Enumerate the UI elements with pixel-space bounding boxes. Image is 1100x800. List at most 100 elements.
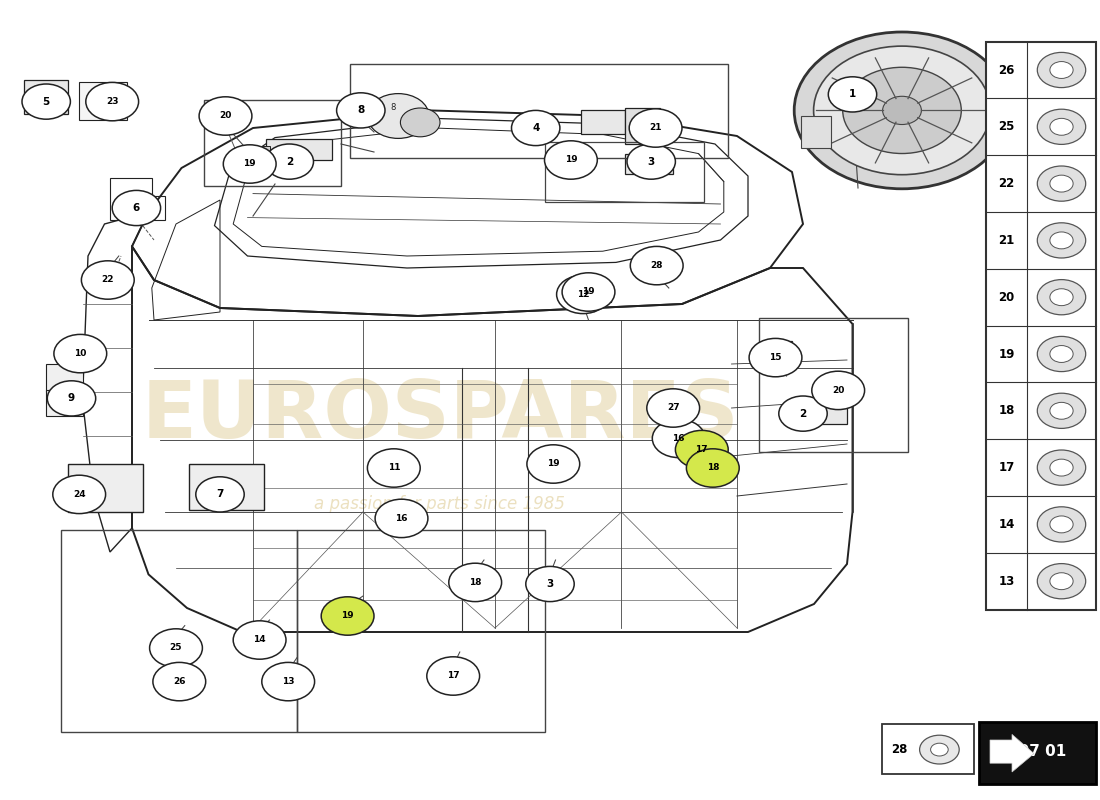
Circle shape [1049,516,1074,533]
Text: 13: 13 [999,574,1014,588]
Circle shape [794,32,1010,189]
Text: 26: 26 [999,63,1014,77]
Circle shape [675,430,728,469]
Circle shape [199,97,252,135]
Text: 1: 1 [849,90,856,99]
Circle shape [1049,232,1074,249]
FancyBboxPatch shape [792,402,847,424]
Circle shape [367,94,429,138]
Text: 6: 6 [133,203,140,213]
Text: 18: 18 [999,404,1014,418]
Circle shape [931,743,948,756]
Circle shape [1037,280,1086,315]
Circle shape [1037,166,1086,202]
Circle shape [843,67,961,154]
Text: 11: 11 [387,463,400,473]
Circle shape [160,636,192,660]
Circle shape [686,449,739,487]
Text: 18: 18 [469,578,482,587]
Text: EUROSPARES: EUROSPARES [141,377,739,455]
Text: 2: 2 [800,409,806,418]
Circle shape [544,141,597,179]
Text: 7: 7 [217,490,223,499]
Circle shape [652,419,705,458]
Text: 15: 15 [769,353,782,362]
Circle shape [1037,393,1086,429]
Text: 8: 8 [358,106,364,115]
Text: a passion for parts since 1985: a passion for parts since 1985 [315,495,565,513]
Text: 28: 28 [892,743,907,756]
Circle shape [427,657,480,695]
FancyBboxPatch shape [882,724,974,774]
Circle shape [779,396,827,431]
Circle shape [337,93,385,128]
Circle shape [400,108,440,137]
FancyBboxPatch shape [189,464,264,510]
Circle shape [1049,459,1074,476]
FancyBboxPatch shape [24,80,68,114]
Circle shape [512,110,560,146]
Text: 8: 8 [390,103,395,113]
Circle shape [749,338,802,377]
Text: 9: 9 [68,394,75,403]
Text: 5: 5 [43,97,50,106]
Text: 23: 23 [106,97,119,106]
Text: 14: 14 [999,518,1014,531]
Circle shape [266,666,310,698]
Circle shape [22,84,70,119]
Circle shape [828,77,877,112]
Text: 24: 24 [73,490,86,499]
Text: 17: 17 [695,445,708,454]
Circle shape [1037,223,1086,258]
Circle shape [196,477,244,512]
FancyBboxPatch shape [801,116,830,148]
Text: 19: 19 [243,159,256,169]
Circle shape [527,445,580,483]
FancyBboxPatch shape [570,284,611,302]
Circle shape [54,334,107,373]
FancyBboxPatch shape [979,722,1096,784]
Circle shape [1049,289,1074,306]
Circle shape [1049,118,1074,135]
Circle shape [1037,109,1086,145]
Circle shape [647,389,700,427]
Text: 20: 20 [832,386,845,395]
Circle shape [265,144,313,179]
FancyBboxPatch shape [986,42,1096,610]
FancyBboxPatch shape [258,146,270,154]
Text: 17: 17 [999,461,1014,474]
Polygon shape [990,734,1034,772]
Text: 2: 2 [286,157,293,166]
Circle shape [1049,62,1074,78]
Circle shape [920,735,959,764]
Circle shape [233,621,286,659]
Circle shape [86,82,139,121]
Text: 12: 12 [576,290,590,299]
Circle shape [449,563,502,602]
Text: 21: 21 [999,234,1014,247]
Circle shape [1049,175,1074,192]
Text: 19: 19 [999,347,1014,361]
Text: 18: 18 [706,463,719,473]
Text: 19: 19 [564,155,578,165]
Circle shape [526,566,574,602]
Text: 3: 3 [547,579,553,589]
Circle shape [112,190,161,226]
FancyBboxPatch shape [767,341,792,366]
Text: 13: 13 [282,677,295,686]
Circle shape [1049,346,1074,362]
Text: 4: 4 [532,123,539,133]
Text: 26: 26 [173,677,186,686]
Circle shape [557,275,609,314]
Text: 17: 17 [246,147,260,157]
Circle shape [1049,402,1074,419]
Text: 27: 27 [667,403,680,413]
Text: 3: 3 [648,157,654,166]
Text: 17: 17 [447,671,460,681]
Circle shape [53,475,106,514]
Text: 20: 20 [219,111,232,121]
Circle shape [882,96,922,125]
FancyBboxPatch shape [383,508,420,526]
Text: 22: 22 [101,275,114,285]
Circle shape [367,449,420,487]
